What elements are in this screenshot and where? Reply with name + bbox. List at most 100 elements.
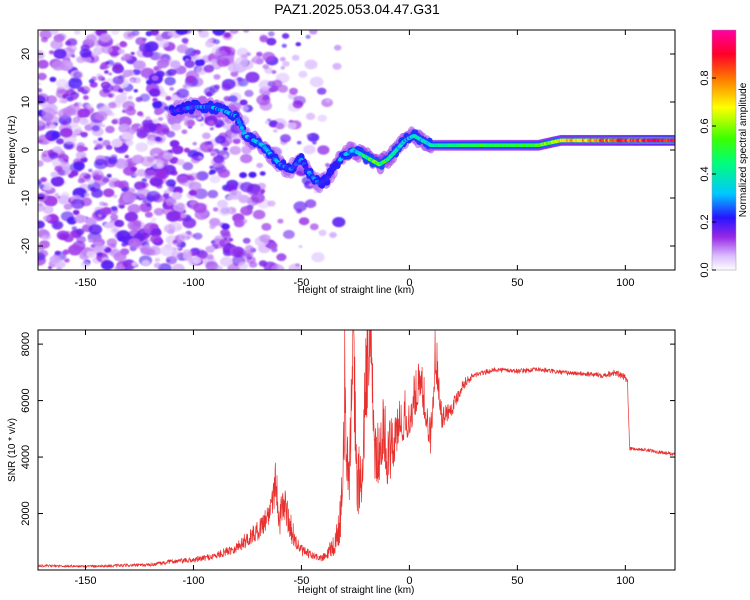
noise-blob bbox=[38, 120, 45, 127]
colorbar-strip bbox=[712, 48, 736, 50]
colorbar-strip bbox=[712, 218, 736, 220]
colorbar-strip bbox=[712, 268, 736, 270]
noise-blob bbox=[103, 188, 115, 198]
colorbar-strip bbox=[712, 163, 736, 165]
noise-blob bbox=[60, 127, 73, 138]
noise-blob bbox=[305, 34, 311, 39]
noise-blob bbox=[248, 171, 257, 178]
noise-blob bbox=[121, 242, 127, 247]
noise-blob bbox=[260, 189, 266, 193]
noise-blob bbox=[309, 223, 319, 231]
noise-blob bbox=[312, 141, 317, 145]
noise-blob bbox=[42, 205, 54, 215]
noise-blob bbox=[180, 235, 186, 240]
noise-blob bbox=[97, 213, 103, 218]
colorbar-strip bbox=[712, 151, 736, 153]
noise-blob bbox=[167, 210, 181, 222]
noise-blob bbox=[124, 154, 130, 159]
noise-blob bbox=[228, 237, 234, 242]
colorbar-strip bbox=[712, 97, 736, 99]
colorbar-strip bbox=[712, 148, 736, 150]
colorbar-strip bbox=[712, 257, 736, 259]
colorbar-strip bbox=[712, 101, 736, 103]
colorbar-strip bbox=[712, 35, 736, 37]
noise-blob bbox=[244, 89, 254, 97]
colorbar-tick-label: 0.8 bbox=[699, 70, 711, 85]
noise-blob bbox=[282, 60, 290, 67]
colorbar-strip bbox=[712, 231, 736, 233]
colorbar-strip bbox=[712, 124, 736, 126]
colorbar-strip bbox=[712, 204, 736, 206]
colorbar-strip bbox=[712, 137, 736, 139]
noise-blob bbox=[209, 169, 216, 175]
colorbar-strip bbox=[712, 245, 736, 247]
spectrogram-noise-layer bbox=[38, 30, 346, 270]
colorbar-strip bbox=[712, 210, 736, 212]
colorbar-strip bbox=[712, 56, 736, 58]
noise-blob bbox=[280, 66, 286, 70]
noise-blob bbox=[258, 260, 268, 267]
noise-blob bbox=[150, 228, 162, 237]
colorbar-strip bbox=[712, 71, 736, 73]
noise-blob bbox=[153, 155, 160, 161]
colorbar-strip bbox=[712, 263, 736, 265]
colorbar-strip bbox=[712, 139, 736, 141]
colorbar-strip bbox=[712, 129, 736, 131]
noise-blob bbox=[131, 261, 138, 267]
colorbar-strip bbox=[712, 174, 736, 176]
noise-blob bbox=[176, 44, 188, 54]
colorbar-strip bbox=[712, 261, 736, 263]
colorbar-strip bbox=[712, 248, 736, 250]
noise-blob bbox=[80, 154, 85, 159]
noise-blob bbox=[49, 152, 59, 160]
colorbar-strip bbox=[712, 262, 736, 264]
colorbar-strip bbox=[712, 128, 736, 130]
noise-blob bbox=[183, 117, 188, 121]
noise-blob bbox=[64, 258, 70, 263]
colorbar-strip bbox=[712, 206, 736, 208]
noise-blob bbox=[97, 137, 103, 142]
noise-blob bbox=[251, 192, 265, 204]
noise-blob bbox=[49, 255, 61, 264]
colorbar-strip bbox=[712, 205, 736, 207]
noise-blob bbox=[38, 82, 42, 86]
colorbar-strip bbox=[712, 108, 736, 110]
noise-blob bbox=[281, 43, 287, 48]
noise-blob bbox=[117, 48, 125, 55]
noise-blob bbox=[245, 245, 254, 252]
noise-blob bbox=[51, 158, 65, 168]
noise-blob bbox=[38, 139, 44, 144]
colorbar-strip bbox=[712, 52, 736, 54]
noise-blob bbox=[85, 217, 97, 227]
noise-blob bbox=[86, 250, 96, 259]
noise-blob bbox=[43, 195, 58, 207]
x-tick-label: -100 bbox=[182, 575, 204, 587]
noise-blob bbox=[207, 189, 219, 199]
noise-blob bbox=[272, 79, 283, 88]
colorbar-strip bbox=[712, 235, 736, 237]
noise-blob bbox=[85, 103, 93, 109]
colorbar-strip bbox=[712, 255, 736, 257]
colorbar-strip bbox=[712, 170, 736, 172]
noise-blob bbox=[62, 249, 70, 255]
colorbar-strip bbox=[712, 191, 736, 193]
x-tick-label: -50 bbox=[293, 575, 309, 587]
noise-blob bbox=[167, 229, 175, 235]
colorbar-strip bbox=[712, 166, 736, 168]
noise-blob bbox=[72, 71, 83, 79]
colorbar-strip bbox=[712, 114, 736, 116]
noise-blob bbox=[246, 52, 251, 56]
noise-blob bbox=[127, 95, 133, 100]
noise-blob bbox=[38, 88, 43, 93]
noise-blob bbox=[140, 156, 155, 167]
colorbar-strip bbox=[712, 126, 736, 128]
noise-blob bbox=[38, 51, 45, 60]
noise-blob bbox=[215, 120, 225, 128]
noise-blob bbox=[213, 39, 220, 45]
colorbar-strip bbox=[712, 264, 736, 266]
noise-blob bbox=[277, 218, 284, 224]
noise-blob bbox=[96, 252, 103, 257]
colorbar-strip bbox=[712, 173, 736, 175]
noise-blob bbox=[135, 142, 148, 152]
noise-blob bbox=[134, 181, 147, 191]
